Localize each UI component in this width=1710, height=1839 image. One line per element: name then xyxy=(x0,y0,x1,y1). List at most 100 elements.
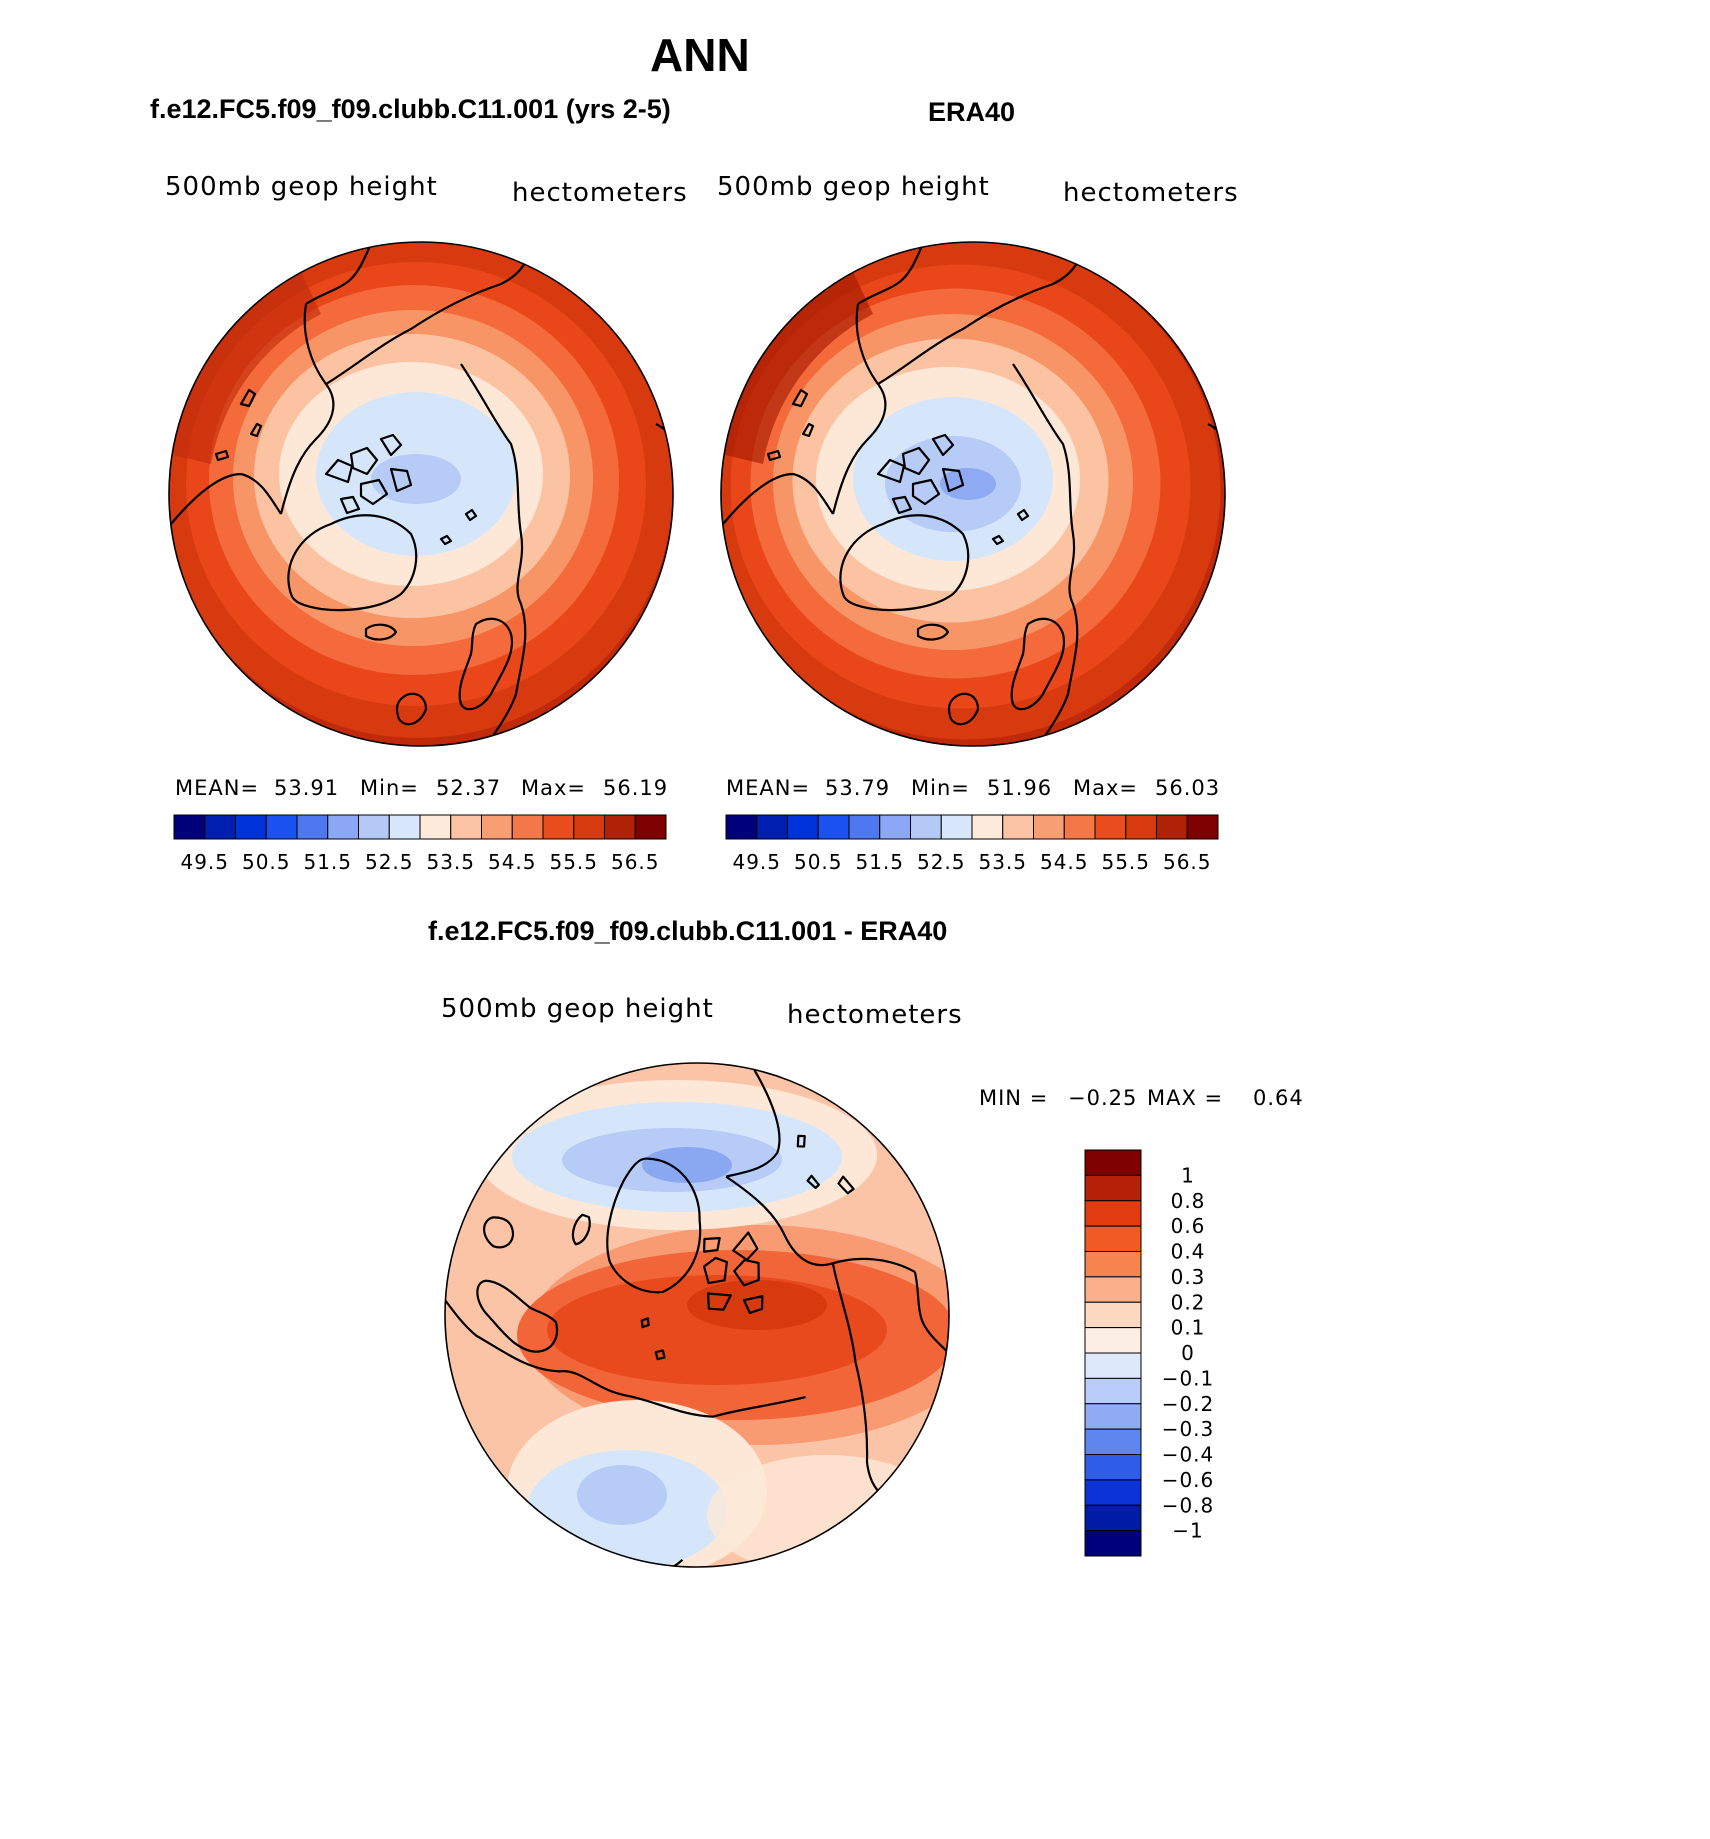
diff-min-value: −0.25 xyxy=(1068,1086,1138,1110)
colorbar-swatch xyxy=(1094,814,1127,840)
colorbar-tick-label: 0.3 xyxy=(1171,1265,1206,1289)
colorbar-tick-label: −0.4 xyxy=(1162,1443,1215,1467)
contour-band xyxy=(371,454,461,504)
colorbar-swatch xyxy=(1084,1327,1142,1354)
colorbar-swatch xyxy=(971,814,1004,840)
colorbar-swatch xyxy=(1084,1530,1142,1557)
colorbar-tick-label: −1 xyxy=(1172,1519,1203,1543)
contour-band xyxy=(642,1147,732,1183)
colorbar-tick-label: 56.5 xyxy=(611,850,660,874)
colorbar-tick-label: 0.1 xyxy=(1171,1316,1206,1340)
colorbar-swatch xyxy=(1084,1403,1142,1430)
colorbar-swatch xyxy=(1084,1251,1142,1278)
diff-max-label: MAX = xyxy=(1147,1086,1224,1110)
panel-2-max-label: Max= xyxy=(1073,776,1139,800)
panel-2-max-value: 56.03 xyxy=(1155,776,1221,800)
colorbar-tick-label: 0.4 xyxy=(1171,1240,1206,1264)
colorbar-tick-label: 0.8 xyxy=(1171,1189,1206,1213)
colorbar-swatch xyxy=(358,814,390,840)
colorbar-swatch xyxy=(879,814,911,840)
colorbar-swatch xyxy=(1084,1149,1142,1176)
colorbar-swatch xyxy=(511,814,544,840)
panel-1-mean-value: 53.91 xyxy=(274,776,340,800)
colorbar-swatch xyxy=(235,814,267,840)
colorbar-tick-label: −0.6 xyxy=(1162,1468,1215,1492)
panel-2-min-label: Min= xyxy=(911,776,970,800)
colorbar-tick-label: 0 xyxy=(1181,1341,1195,1365)
colorbar-tick-label: 51.5 xyxy=(303,850,352,874)
colorbar-tick-label: 56.5 xyxy=(1163,850,1212,874)
colorbar-swatch xyxy=(1084,1276,1142,1303)
map-boundary xyxy=(168,241,674,747)
panel-1-units: hectometers xyxy=(512,178,688,208)
colorbar-swatch xyxy=(265,814,298,840)
panel-2-title: ERA40 xyxy=(928,97,1016,127)
colorbar-swatch xyxy=(1084,1352,1142,1379)
colorbar-swatch xyxy=(296,814,329,840)
colorbar-tick-label: 55.5 xyxy=(1101,850,1150,874)
colorbar-swatch xyxy=(573,814,605,840)
contour-band xyxy=(940,468,996,500)
colorbar-tick-label: 53.5 xyxy=(426,850,475,874)
colorbar-swatch xyxy=(1084,1479,1142,1506)
colorbar-swatch xyxy=(1033,814,1065,840)
colorbar-tick-label: 50.5 xyxy=(242,850,291,874)
colorbar-swatch xyxy=(1186,814,1219,840)
colorbar-swatch xyxy=(1084,1200,1142,1227)
colorbar-tick-label: −0.2 xyxy=(1162,1392,1215,1416)
colorbar-swatch xyxy=(1084,1301,1142,1329)
colorbar-tick-label: 54.5 xyxy=(1040,850,1089,874)
panel-1-max-label: Max= xyxy=(521,776,587,800)
colorbar-swatch xyxy=(1084,1225,1142,1252)
contour-band xyxy=(169,272,321,464)
colorbar-diff: 10.80.60.40.30.20.10−0.1−0.2−0.3−0.4−0.6… xyxy=(1084,1149,1215,1557)
colorbar-panel-2: 49.5 50.5 51.5 52.5 53.5 54.5 55.5 56.5 xyxy=(725,814,1219,874)
contour-band xyxy=(577,1465,667,1525)
panel-2-mean-value: 53.79 xyxy=(825,776,891,800)
colorbar-tick-label: 53.5 xyxy=(978,850,1027,874)
colorbar-swatch xyxy=(1063,814,1096,840)
diff-max-value: 0.64 xyxy=(1253,1086,1304,1110)
panel-2-min-value: 51.96 xyxy=(987,776,1053,800)
diff-variable: 500mb geop height xyxy=(441,994,714,1024)
colorbar-swatch xyxy=(604,814,636,840)
colorbar-tick-label: 52.5 xyxy=(917,850,966,874)
colorbar-swatch xyxy=(756,814,788,840)
figure-title: ANN xyxy=(650,29,750,81)
colorbar-tick-label: 50.5 xyxy=(794,850,843,874)
panel-1-variable: 500mb geop height xyxy=(165,172,438,202)
colorbar-tick-label: 51.5 xyxy=(855,850,904,874)
colorbar-swatch xyxy=(940,814,973,840)
contour-band xyxy=(707,1455,947,1567)
panel-2-variable: 500mb geop height xyxy=(717,172,990,202)
colorbar-tick-label: −0.3 xyxy=(1162,1417,1215,1441)
panel-2-units: hectometers xyxy=(1063,178,1239,208)
colorbar-tick-label: 52.5 xyxy=(365,850,414,874)
colorbar-panel-1: 49.5 50.5 51.5 52.5 53.5 54.5 55.5 56.5 xyxy=(173,814,667,874)
colorbar-swatch xyxy=(327,814,359,840)
colorbar-swatch xyxy=(634,814,667,840)
colorbar-swatch xyxy=(481,814,513,840)
colorbar-swatch xyxy=(204,814,236,840)
colorbar-swatch xyxy=(787,814,819,840)
colorbar-tick-label: −0.8 xyxy=(1162,1493,1215,1517)
colorbar-swatch xyxy=(1156,814,1188,840)
map-panel-2 xyxy=(720,241,1226,747)
panel-1-min-value: 52.37 xyxy=(436,776,502,800)
diff-title: f.e12.FC5.f09_f09.clubb.C11.001 - ERA40 xyxy=(428,916,948,946)
map-boundary xyxy=(444,1062,950,1568)
colorbar-swatch xyxy=(388,814,421,840)
colorbar-swatch xyxy=(1084,1454,1142,1481)
panel-1-max-value: 56.19 xyxy=(603,776,669,800)
contour-band xyxy=(687,1280,827,1330)
colorbar-swatch xyxy=(450,814,482,840)
colorbar-swatch xyxy=(419,814,452,840)
colorbar-swatch xyxy=(1084,1377,1142,1405)
diff-units: hectometers xyxy=(787,1000,963,1030)
diff-min-label: MIN = xyxy=(979,1086,1049,1110)
colorbar-tick-label: 1 xyxy=(1181,1163,1195,1187)
colorbar-swatch xyxy=(173,814,206,840)
colorbar-swatch xyxy=(725,814,758,840)
colorbar-tick-label: 49.5 xyxy=(732,850,781,874)
